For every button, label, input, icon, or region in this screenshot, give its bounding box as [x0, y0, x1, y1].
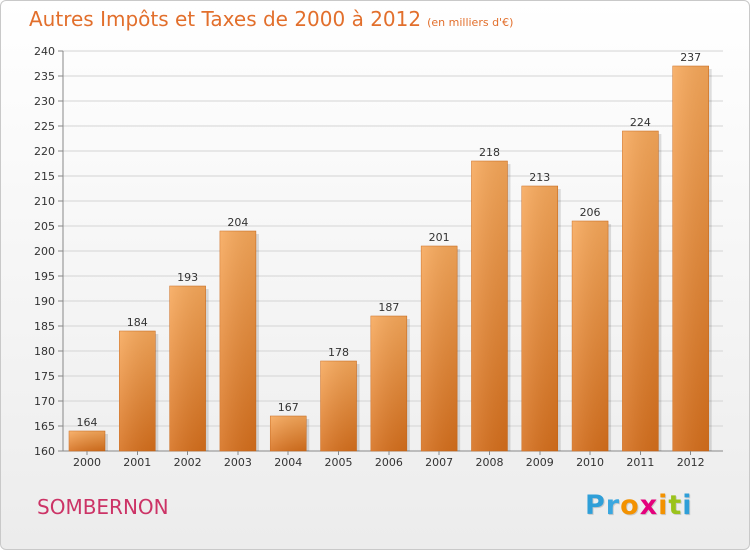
logo-letter: i — [682, 490, 693, 521]
x-tick-label: 2012 — [677, 456, 705, 469]
y-tick-label: 205 — [34, 220, 55, 233]
y-tick-label: 165 — [34, 420, 55, 433]
y-tick-label: 200 — [34, 245, 55, 258]
x-tick-label: 2011 — [626, 456, 654, 469]
x-tick-label: 2004 — [274, 456, 302, 469]
logo-letter: o — [620, 490, 640, 521]
data-label: 206 — [580, 206, 601, 219]
x-tick-label: 2002 — [174, 456, 202, 469]
data-label: 193 — [177, 271, 198, 284]
x-tick-label: 2000 — [73, 456, 101, 469]
bar-highlight — [219, 231, 256, 451]
data-label: 237 — [680, 51, 701, 64]
y-tick-label: 195 — [34, 270, 55, 283]
data-label: 178 — [328, 346, 349, 359]
logo-letter: t — [668, 490, 683, 521]
bar-highlight — [169, 286, 206, 451]
y-tick-label: 170 — [34, 395, 55, 408]
chart-title: Autres Impôts et Taxes de 2000 à 2012 (en… — [29, 7, 513, 31]
logo-letter: P — [585, 490, 606, 521]
y-tick-label: 160 — [34, 445, 55, 458]
data-label: 218 — [479, 146, 500, 159]
bar-highlight — [370, 316, 407, 451]
y-tick-label: 240 — [34, 45, 55, 58]
data-label: 201 — [429, 231, 450, 244]
y-tick-label: 210 — [34, 195, 55, 208]
bar-highlight — [521, 186, 558, 451]
x-tick-label: 2007 — [425, 456, 453, 469]
x-tick-label: 2009 — [526, 456, 554, 469]
logo-letter: i — [658, 490, 669, 521]
x-tick-label: 2005 — [325, 456, 353, 469]
logo-letter: x — [639, 490, 659, 521]
x-tick-label: 2010 — [576, 456, 604, 469]
y-tick-label: 185 — [34, 320, 55, 333]
bar-highlight — [69, 431, 105, 451]
y-tick-label: 215 — [34, 170, 55, 183]
data-label: 164 — [77, 416, 98, 429]
bar-highlight — [572, 221, 609, 451]
data-label: 204 — [227, 216, 248, 229]
y-tick-label: 190 — [34, 295, 55, 308]
x-tick-label: 2006 — [375, 456, 403, 469]
chart-title-text: Autres Impôts et Taxes de 2000 à 2012 — [29, 7, 422, 31]
x-tick-label: 2008 — [475, 456, 503, 469]
logo-letter: r — [605, 490, 621, 521]
bar-highlight — [622, 131, 659, 451]
data-label: 167 — [278, 401, 299, 414]
bar-highlight — [471, 161, 508, 451]
proxiti-logo: Proxiti — [585, 490, 693, 521]
data-label: 224 — [630, 116, 651, 129]
y-tick-label: 175 — [34, 370, 55, 383]
bar-highlight — [320, 361, 357, 451]
town-name: SOMBERNON — [37, 495, 169, 519]
x-tick-label: 2003 — [224, 456, 252, 469]
bar-highlight — [270, 416, 307, 451]
y-tick-label: 220 — [34, 145, 55, 158]
y-tick-label: 235 — [34, 70, 55, 83]
data-label: 184 — [127, 316, 148, 329]
data-label: 187 — [378, 301, 399, 314]
y-tick-label: 180 — [34, 345, 55, 358]
bar-highlight — [672, 66, 709, 451]
bar-highlight — [421, 246, 458, 451]
x-tick-label: 2001 — [123, 456, 151, 469]
y-tick-label: 230 — [34, 95, 55, 108]
data-label: 213 — [529, 171, 550, 184]
y-tick-label: 225 — [34, 120, 55, 133]
bar-highlight — [119, 331, 156, 451]
chart-subtitle: (en milliers d'€) — [427, 16, 514, 29]
